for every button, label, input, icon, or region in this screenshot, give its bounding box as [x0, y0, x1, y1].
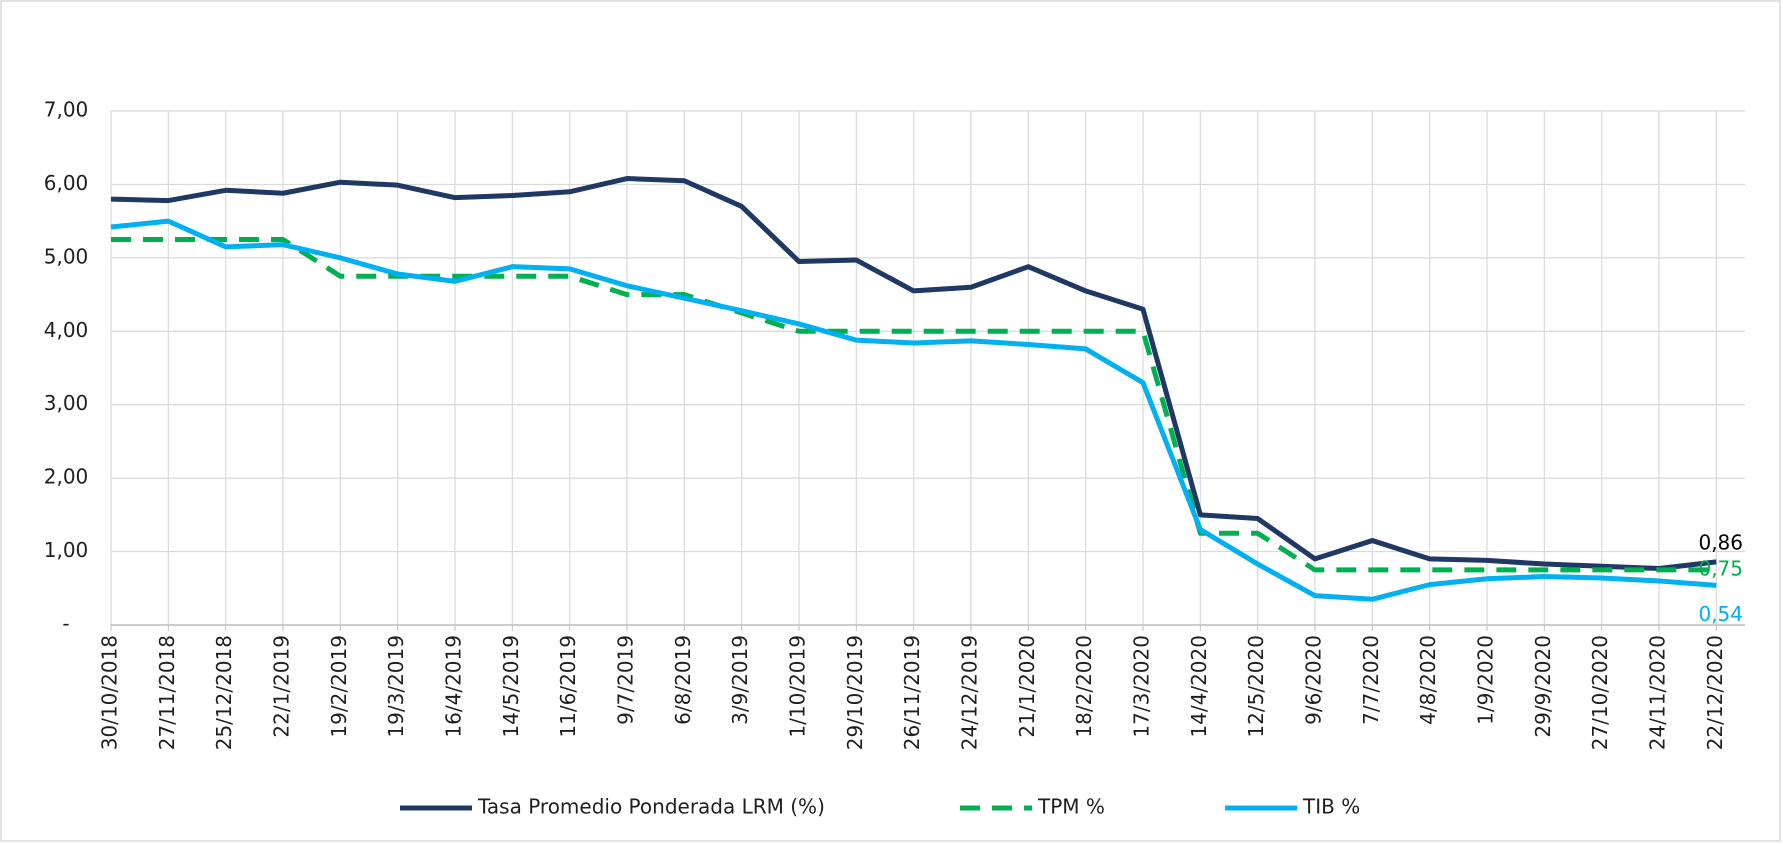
x-tick-label: 1/10/2019 [786, 635, 810, 738]
legend-label: TPM % [1037, 795, 1105, 819]
y-tick-label: 1,00 [44, 538, 89, 562]
data-label: 0,86 [1698, 530, 1743, 554]
x-tick-label: 3/9/2019 [728, 635, 752, 725]
x-tick-label: 1/9/2020 [1474, 635, 1498, 725]
x-tick-label: 22/1/2019 [270, 635, 294, 738]
y-tick-label: 4,00 [44, 318, 89, 342]
x-tick-label: 27/10/2020 [1588, 635, 1612, 750]
y-tick-label: 6,00 [44, 171, 89, 195]
x-tick-label: 25/12/2018 [212, 635, 236, 750]
x-tick-label: 30/10/2018 [98, 635, 122, 750]
series-line [110, 176, 1717, 571]
x-tick-label: 4/8/2020 [1416, 635, 1440, 725]
data-label: 0,54 [1698, 602, 1743, 626]
x-tick-label: 24/12/2019 [958, 635, 982, 750]
x-tick-label: 24/11/2020 [1646, 635, 1670, 750]
y-tick-label: - [62, 612, 69, 636]
y-tick-label: 3,00 [44, 391, 89, 415]
x-tick-label: 26/11/2019 [900, 635, 924, 750]
x-tick-label: 11/6/2019 [556, 635, 580, 738]
legend-label: Tasa Promedio Ponderada LRM (%) [477, 795, 825, 819]
x-tick-label: 14/5/2019 [499, 635, 523, 738]
data-label: 0,75 [1698, 556, 1743, 580]
y-tick-label: 2,00 [44, 465, 89, 489]
x-tick-label: 7/7/2020 [1359, 635, 1383, 725]
x-tick-label: 29/10/2019 [843, 635, 867, 750]
y-tick-label: 5,00 [44, 244, 89, 268]
x-tick-label: 9/6/2020 [1302, 635, 1326, 725]
x-tick-label: 29/9/2020 [1531, 635, 1555, 738]
x-tick-label: 17/3/2020 [1130, 635, 1154, 738]
x-tick-label: 9/7/2019 [614, 635, 638, 725]
x-tick-label: 14/4/2020 [1187, 635, 1211, 738]
x-tick-label: 12/5/2020 [1244, 635, 1268, 738]
x-tick-label: 19/3/2019 [384, 635, 408, 738]
x-tick-label: 22/12/2020 [1703, 635, 1727, 750]
x-tick-label: 19/2/2019 [327, 635, 351, 738]
x-tick-label: 21/1/2020 [1015, 635, 1039, 738]
x-tick-label: 6/8/2019 [671, 635, 695, 725]
series-line [111, 237, 1717, 573]
x-tick-label: 16/4/2019 [442, 635, 466, 738]
x-tick-label: 27/11/2018 [155, 635, 179, 750]
series-line [110, 218, 1717, 602]
y-tick-label: 7,00 [44, 98, 89, 122]
legend-label: TIB % [1302, 795, 1360, 819]
x-tick-label: 18/2/2020 [1072, 635, 1096, 738]
